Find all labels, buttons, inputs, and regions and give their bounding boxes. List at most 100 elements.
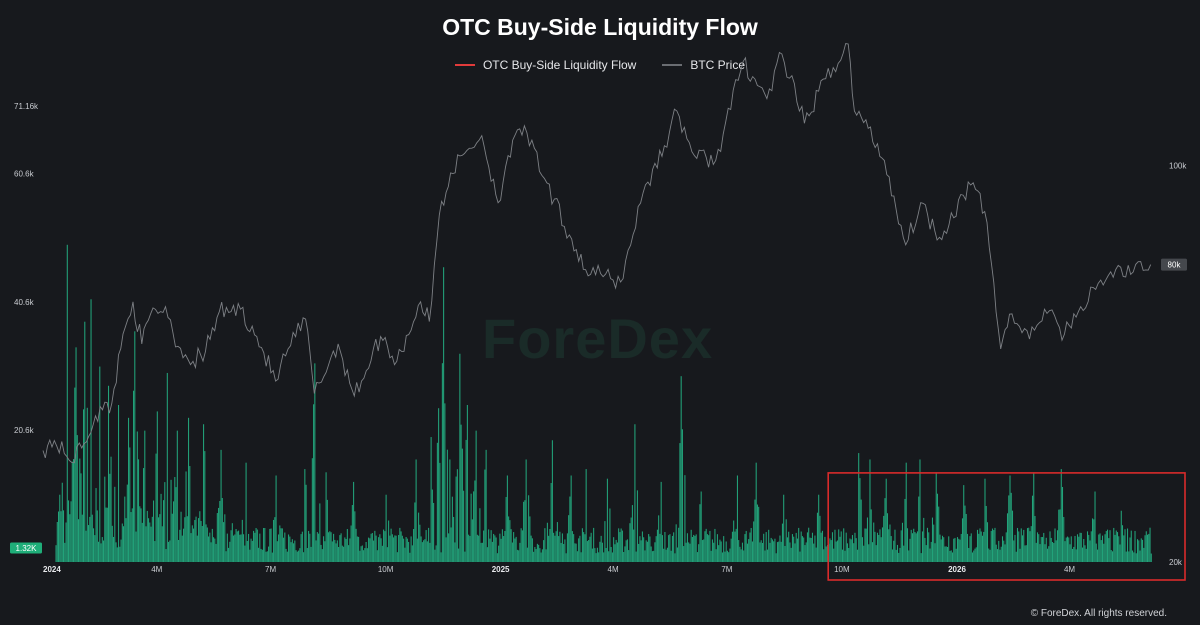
flow-bar <box>833 548 835 562</box>
flow-bar <box>849 538 851 562</box>
flow-bar <box>970 533 972 562</box>
flow-bar <box>865 528 867 562</box>
flow-bar <box>105 507 107 562</box>
flow-bar <box>239 534 241 562</box>
flow-bar <box>168 541 170 562</box>
flow-bar <box>426 541 428 562</box>
flow-bar <box>460 424 462 562</box>
flow-bar <box>639 536 641 562</box>
flow-bar <box>120 539 122 562</box>
flow-bar <box>78 519 80 562</box>
flow-bar <box>1076 534 1079 562</box>
flow-bar <box>251 540 253 562</box>
flow-bar <box>59 494 61 562</box>
flow-bar <box>928 532 930 562</box>
flow-bar <box>871 542 873 562</box>
flow-bar <box>200 520 202 562</box>
flow-bar <box>581 528 583 562</box>
flow-bar <box>609 508 611 562</box>
flow-bar <box>876 532 878 562</box>
legend-item-flow[interactable]: OTC Buy-Side Liquidity Flow <box>454 58 636 72</box>
flow-bar <box>220 449 222 562</box>
flow-bar <box>483 530 485 562</box>
flow-bar <box>304 469 306 562</box>
flow-bar <box>848 548 850 562</box>
flow-bar <box>768 529 770 562</box>
flow-bar <box>85 530 87 562</box>
flow-bar <box>281 528 283 562</box>
flow-bar <box>563 543 565 562</box>
flow-bar <box>914 532 916 562</box>
flow-bar <box>341 545 343 562</box>
flow-bar <box>689 543 691 562</box>
flow-bar <box>881 527 883 562</box>
flow-bar <box>1103 543 1105 562</box>
flow-bar <box>696 552 698 562</box>
flow-bar <box>1128 551 1130 562</box>
flow-bar <box>214 538 216 562</box>
flow-bar <box>376 550 378 562</box>
flow-bar <box>83 409 85 562</box>
current-flow-tag <box>10 542 42 554</box>
flow-bar <box>829 538 831 562</box>
flow-bar <box>778 541 780 562</box>
flow-bar <box>311 458 313 562</box>
flow-bar <box>886 513 888 562</box>
flow-bar <box>869 459 871 562</box>
flow-bar <box>1010 492 1012 562</box>
flow-bar <box>783 494 785 562</box>
flow-bar <box>761 542 763 562</box>
flow-bar <box>998 540 1000 562</box>
flow-bar <box>408 541 410 562</box>
flow-bar <box>181 535 183 562</box>
flow-bar <box>606 478 608 562</box>
flow-bar <box>373 540 375 562</box>
flow-bar <box>989 549 991 562</box>
flow-bar <box>645 540 647 562</box>
flow-bar <box>525 459 527 562</box>
flow-bar <box>145 526 147 562</box>
legend-item-price[interactable]: BTC Price <box>662 58 745 72</box>
flow-bar <box>461 448 463 562</box>
flow-bar <box>1106 529 1109 562</box>
flow-bar <box>819 515 821 562</box>
flow-bar <box>1065 537 1067 562</box>
flow-bar <box>923 517 925 562</box>
flow-bar <box>910 529 912 562</box>
flow-bar <box>683 546 685 562</box>
flow-bar <box>509 520 511 562</box>
flow-bar <box>901 522 903 562</box>
flow-bar <box>269 528 271 562</box>
flow-bar <box>423 540 425 562</box>
flow-bar <box>995 544 997 562</box>
flow-bar <box>131 508 133 562</box>
flow-bar <box>471 519 473 562</box>
flow-bar <box>80 473 82 562</box>
flow-bar <box>1123 535 1125 562</box>
x-axis-tick-label: 2026 <box>948 565 966 574</box>
flow-bar <box>664 531 666 562</box>
flow-bar <box>913 528 915 562</box>
flow-bar <box>853 543 855 562</box>
flow-bar <box>430 437 432 562</box>
flow-bar <box>730 538 732 562</box>
flow-bar <box>769 542 771 562</box>
flow-bar <box>1058 509 1060 562</box>
flow-bar <box>961 518 964 562</box>
flow-bar <box>405 537 407 562</box>
flow-bar <box>69 514 71 562</box>
flow-bar <box>464 551 466 562</box>
flow-bar <box>715 549 717 562</box>
flow-bar <box>194 520 196 562</box>
flow-bar <box>273 519 275 562</box>
flow-bar <box>1125 551 1127 562</box>
flow-bar <box>1035 542 1037 562</box>
flow-bar <box>475 430 477 562</box>
flow-bar <box>740 549 742 562</box>
flow-bar <box>864 528 866 562</box>
flow-bar <box>136 431 138 562</box>
flow-bar <box>420 536 422 562</box>
flow-bar <box>1147 534 1149 562</box>
flow-bar <box>843 528 845 562</box>
flow-bar <box>530 535 532 562</box>
